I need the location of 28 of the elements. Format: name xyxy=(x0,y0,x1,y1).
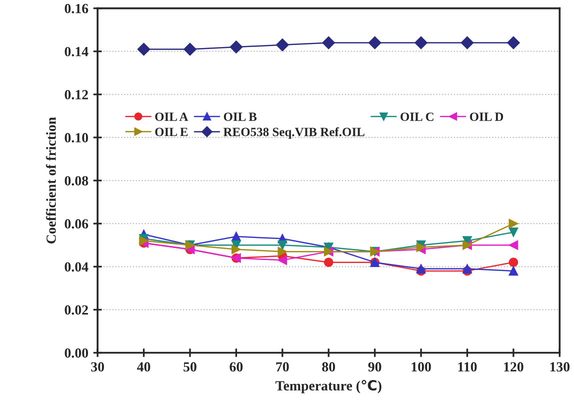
x-tick-label: 50 xyxy=(184,362,196,372)
y-tick-label: 0.10 xyxy=(64,133,88,142)
x-tick-label: 120 xyxy=(504,362,524,372)
y-tick-label: 0.00 xyxy=(64,348,88,358)
y-tick-label: 0.06 xyxy=(64,219,88,229)
x-tick-label: 60 xyxy=(230,362,243,372)
x-tick-label: 40 xyxy=(137,362,150,372)
y-tick-label: 0.04 xyxy=(64,262,88,272)
legend-label: OIL B xyxy=(224,112,257,121)
y-tick-label: 0.12 xyxy=(64,90,88,100)
x-tick-label: 80 xyxy=(322,362,336,372)
y-tick-label: 0.16 xyxy=(64,4,88,14)
x-tick-label: 30 xyxy=(91,362,104,372)
x-axis-title: Temperature (℃) xyxy=(275,380,382,394)
legend-label: OIL C xyxy=(400,112,434,121)
y-tick-label: 0.14 xyxy=(64,46,88,56)
x-tick-label: 70 xyxy=(276,362,289,372)
legend-label: OIL A xyxy=(155,112,188,121)
legend-label: REO538 Seq.VIB Ref.OIL xyxy=(223,127,364,139)
x-tick-label: 130 xyxy=(550,362,570,372)
legend-label: OIL E xyxy=(155,128,188,136)
y-axis-title: Coefficient of friction xyxy=(46,117,56,244)
y-tick-label: 0.08 xyxy=(64,176,88,186)
y-tick-label: 0.02 xyxy=(64,305,88,315)
x-tick-label: 90 xyxy=(368,362,382,372)
x-tick-label: 110 xyxy=(458,362,477,372)
x-tick-label: 100 xyxy=(412,362,431,372)
legend-label: OIL D xyxy=(470,112,504,121)
